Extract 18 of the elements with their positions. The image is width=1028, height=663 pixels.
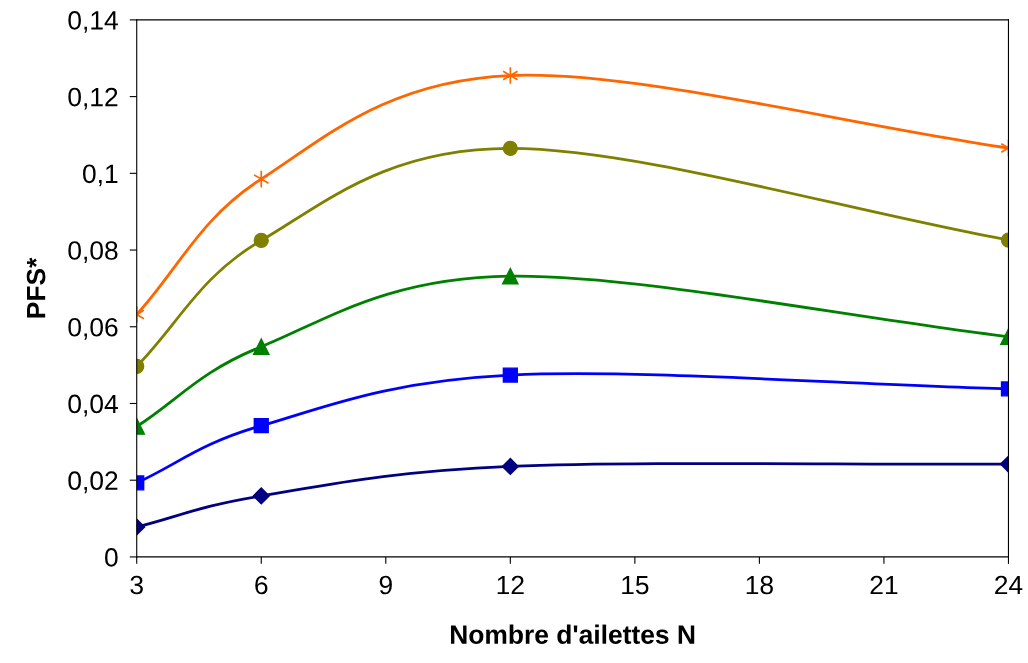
x-axis-title: Nombre d'ailettes N <box>450 624 695 644</box>
y-tick-label: 0,08 <box>68 241 118 263</box>
y-tick-label: 0,02 <box>68 471 118 494</box>
y-tick-label: 0,14 <box>68 11 118 33</box>
x-tick-label: 15 <box>622 575 649 595</box>
x-tick-label: 18 <box>746 575 773 595</box>
y-tick-label: 0,1 <box>83 164 118 187</box>
y-tick-label: 0 <box>105 548 118 567</box>
x-tick-label: 6 <box>255 575 268 595</box>
y-axis-title: PFS* <box>26 257 46 318</box>
x-tick-label: 24 <box>995 575 1023 595</box>
x-tick-label: 9 <box>379 575 392 595</box>
y-tick-label: 0,06 <box>68 317 118 340</box>
x-tick-label: 3 <box>130 575 143 595</box>
x-tick-label: 12 <box>497 575 524 595</box>
y-tick-label: 0,04 <box>68 394 118 417</box>
y-tick-label: 0,12 <box>68 87 118 110</box>
x-tick-label: 21 <box>870 575 898 595</box>
